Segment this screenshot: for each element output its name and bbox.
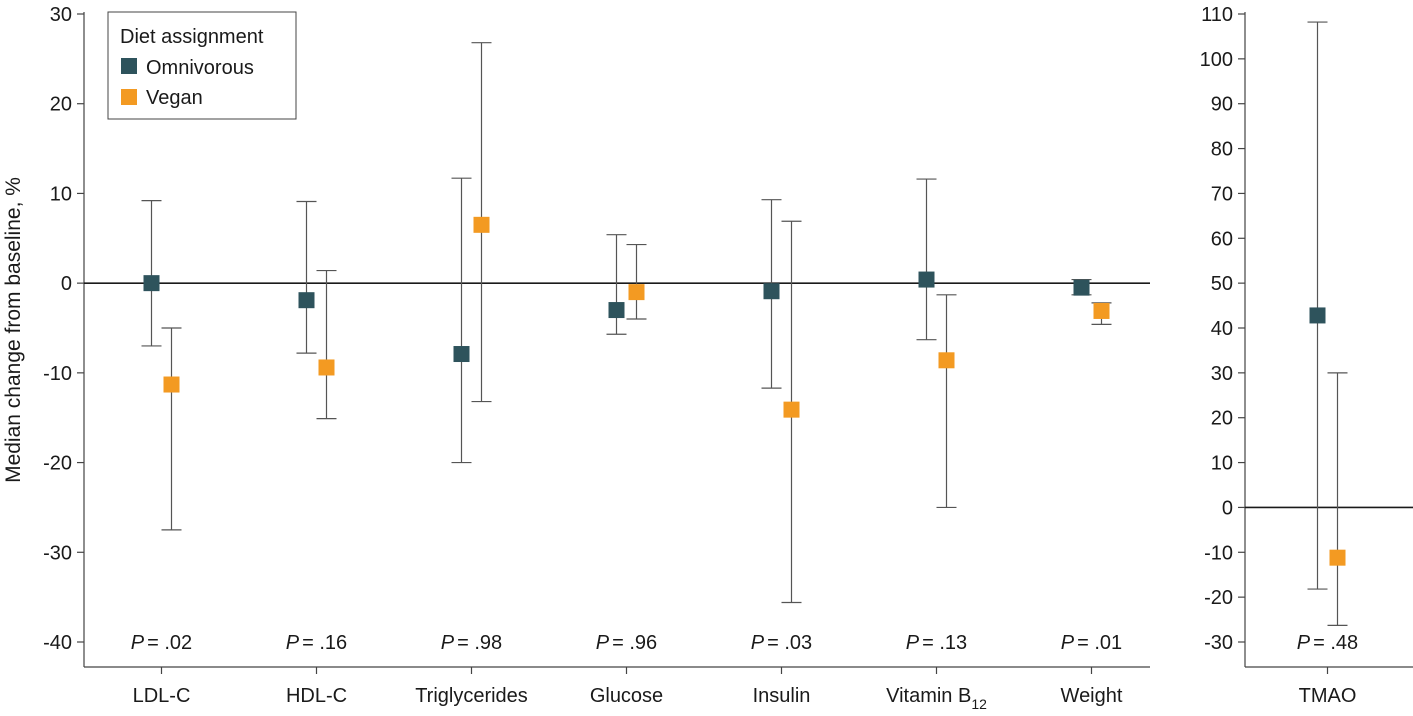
y-tick-label: 0 [61,273,72,295]
p-value-label: P = .96 [596,632,657,654]
y-tick-label: 20 [1211,408,1233,430]
data-point-vegan [1093,302,1110,319]
data-point-vegan [163,376,180,393]
legend-swatch-vegan [121,89,137,105]
legend: Diet assignment Omnivorous Vegan [107,11,297,120]
p-value-label: P = .02 [131,632,192,654]
y-tick-label: 50 [1211,273,1233,295]
y-tick-label: -40 [43,632,72,654]
y-tick-label: 30 [50,4,72,26]
legend-label-omnivorous: Omnivorous [146,57,254,79]
y-axis-label: Median change from baseline, % [2,177,25,483]
legend-swatch-omnivorous [121,58,137,74]
p-value-label: P = .48 [1297,632,1358,654]
y-tick-label: -30 [43,542,72,564]
data-point-omnivorous [918,271,935,288]
p-value-label: P = .03 [751,632,812,654]
legend-label-vegan: Vegan [146,87,203,109]
y-tick-label: 90 [1211,94,1233,116]
category-label: Glucose [590,685,663,707]
data-point-omnivorous [1073,279,1090,296]
category-label: TMAO [1299,685,1357,707]
y-tick-label: 100 [1200,49,1233,71]
category-label: LDL-C [133,685,191,707]
category-label: Weight [1061,685,1123,707]
category-label: Triglycerides [415,685,528,707]
data-point-omnivorous [143,275,160,292]
data-point-vegan [783,401,800,418]
category-label: Vitamin B12 [886,685,987,712]
p-value-label: P = .98 [441,632,502,654]
y-tick-label: -30 [1204,632,1233,654]
y-tick-label: -20 [43,453,72,475]
y-tick-label: -10 [1204,542,1233,564]
data-point-omnivorous [608,302,625,319]
y-tick-label: 10 [50,183,72,205]
y-tick-label: 40 [1211,318,1233,340]
data-point-vegan [938,352,955,369]
category-label: Insulin [753,685,811,707]
data-point-vegan [473,216,490,233]
y-tick-label: -20 [1204,587,1233,609]
data-point-vegan [318,359,335,376]
p-value-label: P = .16 [286,632,347,654]
y-tick-label: 20 [50,94,72,116]
data-point-vegan [1329,549,1346,566]
y-tick-label: 10 [1211,453,1233,475]
y-tick-label: 70 [1211,183,1233,205]
y-tick-label: 110 [1201,4,1233,26]
data-point-omnivorous [763,283,780,300]
y-tick-label: 80 [1211,139,1233,161]
y-tick-label: 0 [1222,497,1233,519]
p-value-label: P = .01 [1061,632,1122,654]
legend-title: Diet assignment [120,26,264,48]
data-point-omnivorous [453,346,470,363]
legend-box [107,11,297,120]
y-tick-label: 60 [1211,228,1233,250]
data-point-omnivorous [1309,307,1326,324]
category-label: HDL-C [286,685,347,707]
data-point-vegan [628,284,645,301]
y-tick-label: -10 [43,363,72,385]
y-tick-label: 30 [1211,363,1233,385]
data-point-omnivorous [298,292,315,309]
left-chart-panel: 30 20 10 0 -10 -20 -30 -40 LDL-C P = .02 HDL-C P = .1… [43,4,1150,712]
p-value-label: P = .13 [906,632,967,654]
